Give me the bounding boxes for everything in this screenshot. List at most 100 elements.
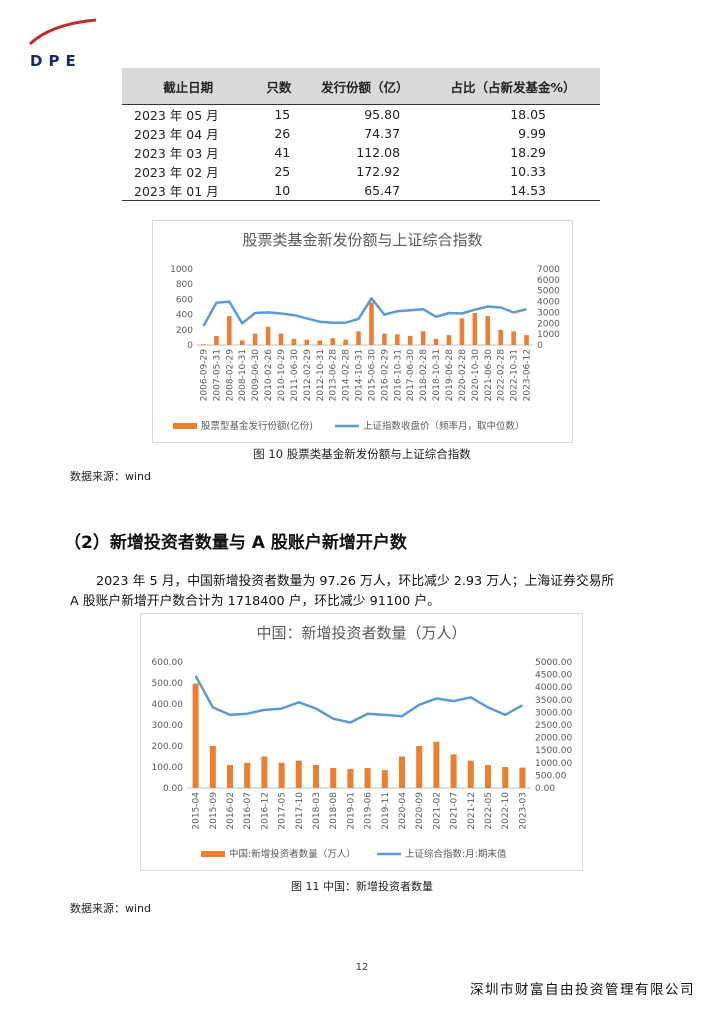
bar [265, 326, 271, 345]
x-tick-label: 2018-02-28 [419, 349, 429, 402]
bar [450, 754, 457, 788]
bar [317, 340, 323, 345]
bar [382, 333, 387, 345]
bar [356, 331, 361, 345]
x-tick-label: 2022-10-31 [510, 349, 520, 401]
y-right-tick-label: 2500.00 [535, 721, 572, 731]
bar [416, 746, 423, 788]
legend-bar-label: 股票型基金发行份额(亿份) [201, 420, 313, 432]
line-series [202, 297, 527, 327]
y-left-tick-label: 100.00 [152, 763, 184, 773]
x-tick-label: 2021-12 [467, 792, 477, 830]
x-tick-label: 2019-06-28 [445, 349, 455, 402]
x-tick-label: 2009-06-30 [251, 349, 261, 402]
figure-10-caption: 图 10 股票类基金新发份额与上证综合指数 [253, 447, 471, 461]
bar [484, 764, 492, 788]
bar [261, 756, 268, 788]
y-left-tick-label: 500.00 [152, 679, 184, 689]
table-row: 2023 年 03 月 41 112.08 18.29 [122, 143, 600, 162]
y-right-tick-label: 4000.00 [535, 683, 572, 693]
y-left-tick-label: 600 [176, 295, 193, 305]
table-cell: 18.05 [510, 107, 546, 122]
legend-line-label: 上证综合指数:月:期末值 [405, 848, 507, 860]
y-left-tick-label: 1000 [170, 265, 193, 275]
x-tick-label: 2022-02-28 [497, 349, 507, 402]
y-right-tick-label: 5000 [537, 287, 560, 297]
fund-issuance-chart: 股票类基金新发份额与上证综合指数020040060080010000100020… [170, 231, 560, 432]
x-tick-label: 2020-02-28 [458, 349, 468, 402]
section-paragraph-line-2: A 股账户新增开户数合计为 1718400 户，环比减少 91100 户。 [70, 594, 440, 609]
x-tick-label: 2016-02-29 [380, 349, 390, 402]
x-tick-label: 2015-06-30 [367, 349, 377, 402]
logo [26, 14, 106, 74]
table-cell: 25 [274, 164, 291, 179]
section-heading: （2）新增投资者数量与 A 股账户新增开户数 [64, 533, 407, 553]
bar [278, 333, 284, 345]
table-cell: 10.33 [510, 164, 546, 179]
x-tick-label: 2007-05-31 [212, 349, 222, 401]
chart-title: 股票类基金新发份额与上证综合指数 [242, 231, 482, 249]
x-tick-label: 2021-07 [450, 792, 460, 830]
y-left-tick-label: 400.00 [152, 700, 184, 710]
bar [347, 769, 354, 788]
y-right-tick-label: 500.00 [535, 771, 567, 781]
y-left-tick-label: 200 [176, 326, 193, 336]
legend-bar-label: 中国:新增投资者数量（万人） [229, 848, 356, 860]
x-tick-label: 2014-02-28 [342, 349, 352, 402]
table-row: 2023 年 05 月 15 95.80 18.05 [122, 105, 600, 125]
new-investors-chart: 中国：新增投资者数量（万人） 0.00 100.00 200.00 300.00 400.… [152, 624, 573, 860]
table-cell: 112.08 [356, 145, 401, 160]
x-tick-label: 2023-03 [518, 792, 528, 830]
bar [252, 333, 258, 345]
table-cell: 10 [254, 181, 304, 201]
x-tick-label: 2017-05 [278, 792, 288, 830]
bar [295, 760, 302, 788]
x-tick-label: 2015-04 [192, 792, 202, 830]
new-investors-chart-box: 中国：新增投资者数量（万人） 0.00 100.00 200.00 300.00 400.… [140, 613, 583, 871]
bar [227, 316, 232, 345]
y-left-tick-label: 300.00 [152, 721, 184, 731]
bar [519, 767, 526, 788]
y-left-tick-label: 0.00 [163, 784, 183, 794]
table-header-count: 只数 [254, 68, 304, 105]
y-right-tick-label: 3000.00 [535, 708, 572, 718]
x-tick-label: 2011-06-30 [290, 349, 300, 402]
line-series [194, 675, 524, 724]
x-tick-label: 2021-06-30 [484, 349, 494, 402]
bar [398, 756, 406, 788]
bar [395, 334, 400, 345]
x-tick-label: 2018-10-31 [432, 349, 442, 401]
bar [446, 335, 452, 345]
table-cell: 172.92 [356, 164, 401, 179]
bar [364, 768, 371, 788]
y-right-tick-label: 5000.00 [535, 658, 572, 668]
table-cell: 2023 年 01 月 [122, 181, 255, 201]
table-cell: 2023 年 05 月 [134, 108, 219, 123]
y-left-tick-label: 800 [176, 280, 193, 290]
table-row: 2023 年 04 月 26 74.37 9.99 [122, 124, 600, 143]
bar [209, 746, 216, 788]
fund-issuance-table: 截止日期 只数 发行份额（亿） 占比（占新发基金%） 2023 年 05 月 1… [122, 68, 600, 201]
bar [291, 338, 297, 345]
x-tick-label: 2016-07 [243, 792, 253, 830]
bar [381, 770, 388, 788]
bar [201, 344, 206, 345]
bar [467, 760, 474, 788]
table-cell: 95.80 [364, 107, 401, 122]
y-right-tick-label: 1500.00 [535, 746, 572, 756]
bar [433, 741, 440, 788]
table-cell: 9.99 [518, 126, 546, 141]
table-cell: 14.53 [426, 181, 600, 201]
table-cell: 2023 年 03 月 [134, 146, 219, 161]
table-header-date: 截止日期 [122, 68, 255, 105]
bar [343, 339, 348, 345]
x-tick-label: 2006-09-29 [199, 349, 209, 402]
bar [330, 768, 337, 788]
table-header-shares: 发行份额（亿） [303, 68, 427, 105]
bar [226, 764, 234, 788]
x-tick-label: 2010-02-26 [264, 349, 274, 402]
table-cell: 2023 年 04 月 [134, 127, 219, 142]
y-left-tick-label: 600.00 [152, 658, 184, 668]
x-tick-label: 2015-09 [209, 792, 219, 830]
x-tick-label: 2008-02-29 [225, 349, 235, 402]
